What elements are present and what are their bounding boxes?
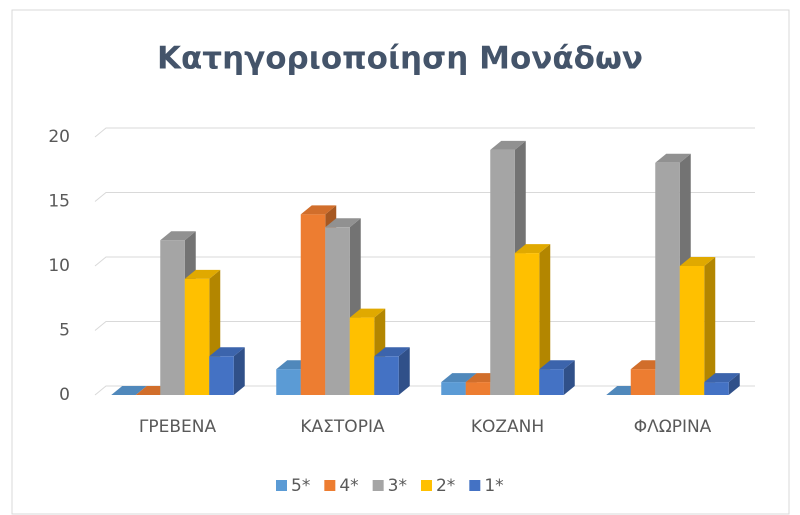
x-tick-label: ΦΛΩΡΙΝΑ [634,417,712,437]
bar [465,382,491,395]
bar-top [184,269,221,279]
bar-top [300,205,337,215]
legend-label: 1* [484,476,503,496]
legend-label: 5* [291,476,310,496]
bar-side [233,347,245,395]
bar [514,253,540,395]
y-tick-label: 5 [59,321,70,341]
y-tick-label: 20 [48,127,70,147]
bar-side [539,244,551,395]
bar [655,162,680,395]
bar [441,382,466,395]
legend-swatch [324,480,336,491]
bar-side [704,257,716,395]
y-tick-label: 15 [48,192,70,212]
bar-top [209,347,245,357]
bar-top [111,386,147,395]
bar [704,382,729,395]
bar-side [728,373,740,395]
legend-swatch [469,480,481,491]
chart-title: Κατηγοριοποίηση Μονάδων [157,41,643,77]
bar-top [514,244,551,254]
x-tick-label: ΓΡΕΒΕΝΑ [139,417,217,437]
bar-side [563,360,575,395]
bar [679,266,705,395]
legend-label: 3* [388,476,407,496]
grid-line [94,192,755,202]
bar-top [539,360,575,370]
bar [160,240,185,395]
legend-label: 4* [339,476,358,496]
bar [490,149,515,395]
bar-top [490,140,526,150]
legend-swatch [372,480,384,491]
bar-top [160,231,196,241]
bar-top [655,153,691,163]
bar-top [349,308,386,318]
legend-swatch [420,480,432,491]
grid-line [94,127,755,138]
bar-side [398,347,410,395]
y-tick-label: 0 [59,385,70,405]
bar-top [325,218,361,228]
bar-top [679,257,716,266]
bar-top [374,347,410,357]
y-tick-label: 10 [48,256,70,276]
bar [276,369,301,395]
bar-top [441,373,477,383]
bar-top [704,373,740,383]
x-tick-label: ΚΑΣΤΟΡΙΑ [300,417,385,437]
legend-swatch [276,480,287,491]
bar [209,356,234,395]
bar [374,356,399,395]
legend-label: 2* [436,476,455,496]
bar [539,369,564,395]
bar [630,369,656,395]
bar [184,278,210,395]
bar [325,227,350,395]
x-tick-label: ΚΟΖΑΝΗ [471,417,544,437]
bar [300,214,326,395]
bar [349,317,375,395]
